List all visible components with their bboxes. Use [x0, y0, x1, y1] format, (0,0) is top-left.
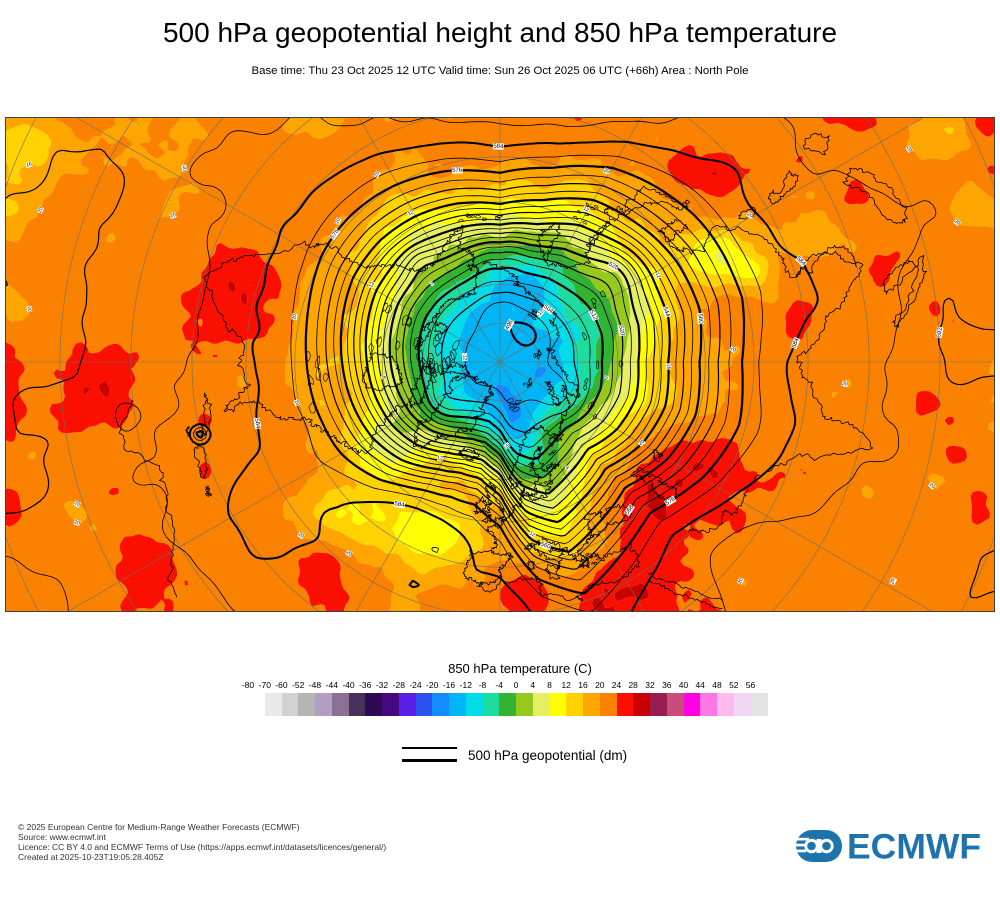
svg-text:504: 504: [542, 304, 554, 315]
svg-text:-12: -12: [461, 353, 468, 361]
svg-text:568: 568: [625, 504, 636, 516]
svg-text:12: 12: [437, 455, 443, 461]
svg-text:20: 20: [293, 399, 301, 407]
svg-text:584: 584: [791, 337, 801, 349]
svg-text:544: 544: [661, 306, 670, 318]
svg-text:20: 20: [291, 313, 298, 320]
svg-text:20: 20: [26, 306, 33, 312]
svg-text:584: 584: [253, 418, 260, 429]
svg-text:20: 20: [345, 550, 353, 558]
svg-text:512: 512: [588, 310, 598, 322]
svg-text:20: 20: [334, 217, 342, 225]
svg-text:12: 12: [528, 531, 536, 539]
svg-text:12: 12: [654, 272, 662, 280]
svg-text:20: 20: [737, 577, 745, 585]
svg-text:528: 528: [607, 261, 619, 271]
svg-text:12: 12: [368, 281, 376, 289]
svg-text:20: 20: [905, 145, 913, 153]
svg-text:8: 8: [380, 375, 386, 379]
svg-text:496: 496: [505, 319, 515, 331]
svg-text:584: 584: [493, 144, 504, 151]
svg-text:20: 20: [181, 165, 188, 172]
svg-text:20: 20: [889, 578, 896, 585]
svg-text:0: 0: [429, 281, 435, 287]
svg-text:20: 20: [37, 206, 45, 214]
svg-text:20: 20: [953, 218, 961, 226]
svg-text:576: 576: [330, 228, 341, 240]
svg-text:20: 20: [746, 211, 754, 219]
svg-text:12: 12: [582, 206, 590, 214]
svg-text:20: 20: [73, 500, 81, 508]
svg-text:576: 576: [452, 168, 463, 174]
svg-text:584: 584: [795, 256, 807, 268]
svg-text:20: 20: [603, 167, 611, 175]
svg-text:-8: -8: [503, 442, 511, 449]
svg-text:20: 20: [729, 346, 737, 354]
svg-text:20: 20: [170, 212, 177, 220]
svg-text:560: 560: [697, 313, 704, 324]
svg-text:576: 576: [665, 496, 677, 507]
svg-text:-12: -12: [536, 308, 545, 318]
svg-text:20: 20: [297, 532, 305, 540]
svg-text:20: 20: [928, 482, 936, 490]
svg-text:20: 20: [73, 519, 80, 526]
svg-text:20: 20: [373, 170, 381, 178]
svg-text:20: 20: [842, 381, 849, 388]
svg-text:4: 4: [565, 465, 572, 470]
svg-text:16: 16: [26, 161, 33, 168]
svg-text:592: 592: [936, 326, 944, 338]
svg-text:ECMWF: ECMWF: [847, 827, 981, 867]
svg-text:16: 16: [665, 364, 671, 370]
svg-text:520: 520: [617, 325, 625, 337]
svg-text:0: 0: [604, 375, 611, 380]
svg-text:560: 560: [540, 542, 552, 551]
svg-text:12: 12: [407, 209, 415, 217]
svg-text:20: 20: [638, 439, 646, 447]
svg-text:584: 584: [394, 501, 406, 509]
